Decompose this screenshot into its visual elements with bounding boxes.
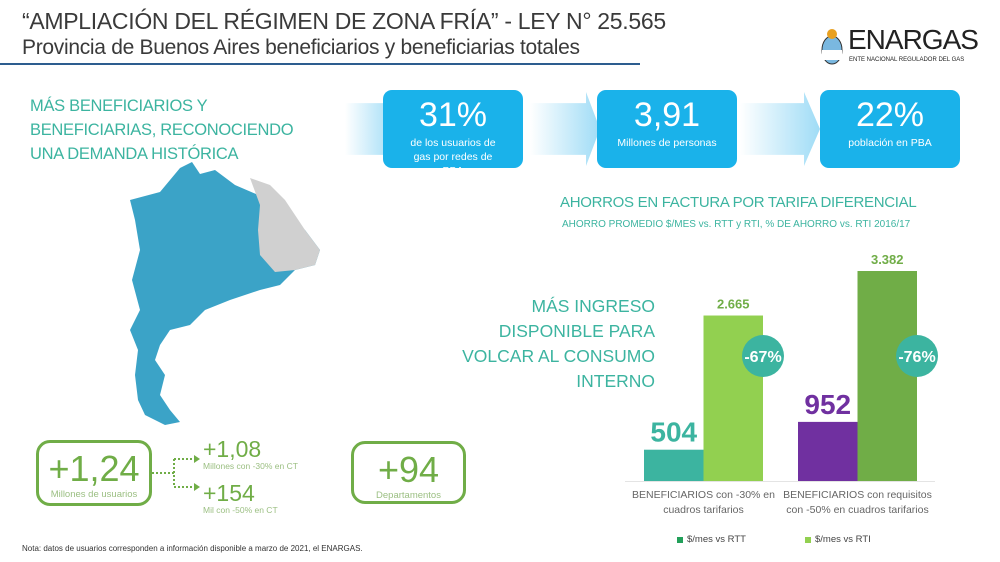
savings-label: -76% [898,349,935,366]
kpi-label: población en PBA [848,137,932,149]
side-message: MÁS INGRESO DISPONIBLE PARA VOLCAR AL CO… [462,296,655,391]
kpi-value: 3,91 [633,96,701,134]
split-connector-arrows [152,455,200,491]
flow-arrow [740,92,820,166]
legend-item-rti: $/mes vs RTI [805,534,871,545]
legend-item-rtt: $/mes vs RTT [677,534,746,545]
title-divider [0,63,640,65]
departments-value: +94 [377,449,440,490]
users-total-label: Millones de usuarios [50,489,138,500]
legend-swatch [805,536,811,543]
flow-arrow [530,92,600,166]
chart-title: AHORROS EN FACTURA POR TARIFA DIFERENCIA… [560,194,917,211]
logo-name: ENARGAS [848,24,979,55]
departments-box: +94 Departamentos [351,441,466,504]
users-total-box: +1,24 Millones de usuarios [36,440,152,506]
kpi-card: 31% de los usuarios de gas por redes de P… [383,90,523,177]
legend-swatch [677,536,683,543]
users-30pct-label: Millones con -30% en CT [203,461,298,471]
bar [644,449,704,481]
kpi-label: de los usuarios de gas por redes de PBA [410,137,496,177]
savings-badge [896,335,938,377]
chart-subtitle: AHORRO PROMEDIO $/MES vs. RTT y RTI, % D… [562,219,911,230]
footnote: Nota: datos de usuarios corresponden a i… [22,544,363,553]
buenos-aires-province [250,178,320,272]
argentina-map [130,162,320,425]
coat-of-arms-icon [821,29,843,65]
data-label: 2.665 [717,297,750,312]
kpi-card: 22% población en PBA [820,90,960,168]
kpi-value: 31% [418,96,488,134]
kpi-card: 3,91 Millones de personas [597,90,737,168]
page-subtitle: Provincia de Buenos Aires beneficiarios … [22,36,580,59]
category-label: BENEFICIARIOS con requisitos con -50% en… [783,489,932,516]
enargas-logo: ENARGAS ENTE NACIONAL REGULADOR DEL GAS [818,24,979,70]
savings-label: -67% [744,349,781,366]
legend-label: $/mes vs RTI [815,534,871,545]
data-label: 504 [650,417,697,448]
logo-tagline: ENTE NACIONAL REGULADOR DEL GAS [849,57,965,63]
users-total-value: +1,24 [48,448,140,489]
category-label: BENEFICIARIOS con -30% en cuadros tarifa… [632,489,775,516]
users-50pct-value: +154 [203,480,255,506]
data-label: 3.382 [871,252,904,267]
users-50pct-label: Mil con -50% en CT [203,505,278,515]
users-30pct-value: +1,08 [203,436,262,462]
page-title: “AMPLIACIÓN DEL RÉGIMEN DE ZONA FRÍA” - … [22,8,666,34]
legend-label: $/mes vs RTT [687,534,746,545]
bar [857,271,917,481]
headline: MÁS BENEFICIARIOS Y BENEFICIARIAS, RECON… [30,97,294,163]
bar [798,421,858,481]
data-label: 952 [804,389,851,420]
savings-badge [742,335,784,377]
kpi-label: Millones de personas [617,137,717,149]
kpi-value: 22% [855,96,925,134]
departments-label: Departamentos [376,490,441,501]
